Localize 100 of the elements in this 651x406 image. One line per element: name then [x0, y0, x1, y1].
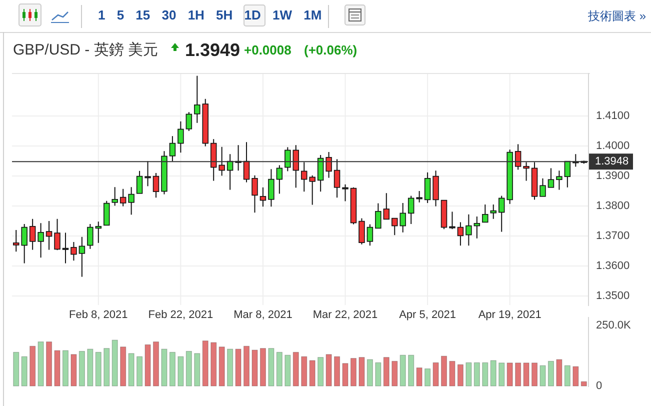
bar: [482, 362, 488, 386]
candlestick: [95, 221, 102, 244]
bar: [440, 356, 448, 386]
bar: [95, 352, 102, 386]
candlestick: [474, 216, 480, 239]
bar: [326, 354, 332, 386]
y-tick-label: 1.3600: [596, 260, 630, 272]
bar: [383, 357, 390, 386]
candlestick: [449, 211, 456, 230]
y-tick-label: 1.4000: [596, 140, 630, 152]
bar: [416, 367, 422, 386]
bar: [498, 362, 505, 386]
bar: [210, 342, 217, 386]
candlestick: [375, 202, 382, 229]
bar: [292, 352, 299, 386]
bar: [104, 348, 110, 386]
candlestick: [358, 218, 365, 245]
bar: [408, 354, 414, 386]
bar: [564, 365, 570, 386]
candlestick: [342, 184, 348, 202]
bar: [194, 353, 200, 386]
y-tick-label: 1.3500: [596, 290, 630, 302]
bar: [523, 362, 530, 386]
bar: [334, 356, 340, 386]
y-tick-label: 1.3700: [596, 230, 630, 242]
bar: [375, 362, 382, 386]
candlestick: [178, 120, 184, 154]
candlestick: [466, 214, 472, 246]
bar: [30, 346, 36, 386]
candlestick: [38, 222, 44, 258]
candlestick: [78, 236, 86, 278]
candlestick: [490, 204, 496, 220]
bar: [128, 353, 134, 386]
bar: [540, 365, 546, 386]
bar: [515, 362, 522, 386]
bar: [424, 368, 431, 386]
candlestick: [392, 218, 398, 236]
candlestick: [194, 75, 200, 124]
bar: [350, 358, 356, 386]
bar: [474, 362, 480, 386]
bar: [432, 362, 439, 386]
text: (+0.06%): [304, 42, 358, 58]
text: 技術圖表 »: [586, 9, 646, 23]
bar: [62, 350, 68, 386]
x-tick-label: Feb 22, 2021: [148, 309, 214, 321]
bar: [276, 352, 282, 386]
bar: [46, 342, 52, 386]
bar: [218, 346, 225, 386]
candlestick: [29, 218, 36, 250]
candlestick: [112, 186, 118, 206]
bar: [78, 350, 85, 386]
candlestick: [457, 222, 464, 246]
x-tick-label: Apr 5, 2021: [399, 309, 456, 321]
y-tick-label: 250.0K: [596, 319, 632, 332]
candlestick: [13, 230, 20, 252]
bar: [120, 346, 126, 386]
candlestick: [136, 170, 143, 194]
bar: [506, 362, 513, 386]
candlestick: [514, 144, 522, 170]
candlestick: [284, 146, 291, 172]
bar: [392, 360, 398, 386]
bar: [572, 366, 579, 386]
x-tick-label: Mar 22, 2021: [312, 309, 378, 321]
candlestick: [548, 168, 554, 188]
candlestick: [218, 146, 225, 176]
bar: [532, 362, 538, 386]
candlestick: [432, 170, 439, 207]
bar: [318, 357, 324, 386]
bar: [161, 348, 168, 386]
bar: [268, 348, 274, 386]
bar: [490, 360, 496, 386]
bar: [38, 342, 44, 386]
bar: [301, 356, 308, 386]
candlestick: [564, 160, 571, 188]
chart-title: GBP/USD - 英鎊 美元: [13, 42, 158, 58]
bar: [186, 350, 192, 386]
candlestick: [120, 188, 126, 207]
bar: [309, 360, 316, 386]
x-tick-label: Mar 8, 2021: [234, 309, 292, 321]
candlestick: [408, 195, 414, 224]
candlestick: [70, 242, 77, 262]
bar: [70, 354, 77, 386]
candlestick: [540, 178, 546, 197]
bar: [358, 357, 365, 386]
candlestick: [186, 112, 192, 132]
bar: [152, 342, 160, 386]
bar: [235, 348, 242, 386]
candlestick: [383, 192, 390, 220]
candlestick: [260, 186, 266, 208]
candlestick: [46, 220, 52, 250]
text: 1.3949: [185, 40, 240, 60]
bar: [400, 354, 406, 386]
ref-line-label: 1.3948: [595, 156, 629, 168]
bar: [284, 354, 291, 386]
candlestick: [252, 174, 258, 214]
candlestick: [104, 200, 110, 226]
candlestick: [243, 142, 250, 183]
candlestick: [152, 172, 160, 198]
candlestick: [21, 224, 28, 264]
bar: [144, 344, 151, 386]
